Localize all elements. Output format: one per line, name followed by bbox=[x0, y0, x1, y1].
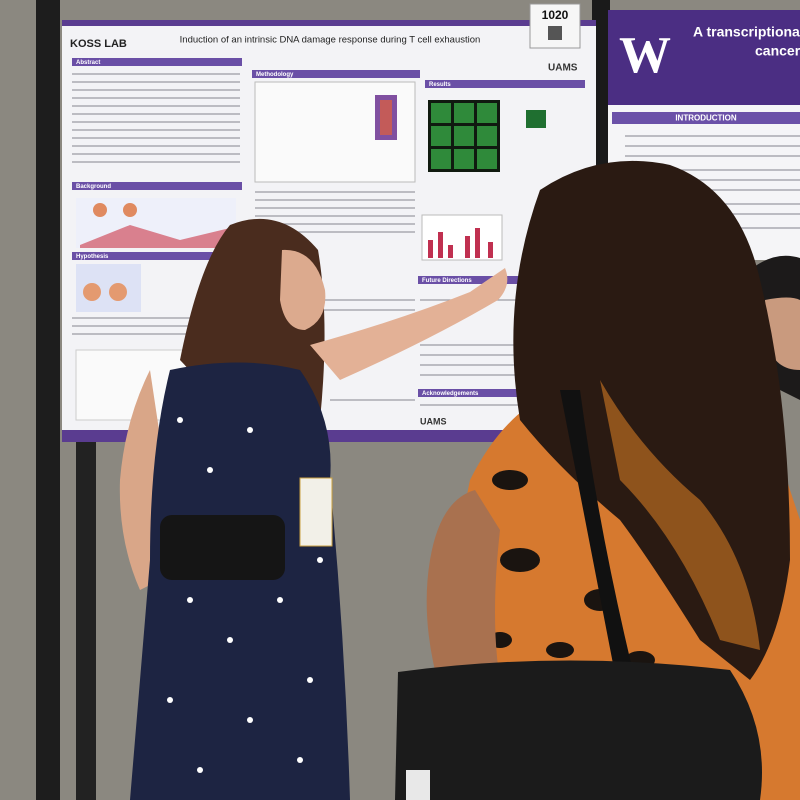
board-number: 1020 bbox=[542, 8, 569, 22]
section-bar bbox=[252, 70, 420, 78]
figure-icon bbox=[123, 203, 137, 217]
heatmap bbox=[380, 100, 392, 135]
person-arm bbox=[426, 490, 500, 690]
bar-figure-bars bbox=[428, 228, 493, 258]
figure-icon bbox=[83, 283, 101, 301]
person-arm bbox=[310, 268, 508, 380]
hair-highlight bbox=[600, 380, 760, 650]
person-face bbox=[280, 249, 326, 330]
dress-pattern bbox=[167, 417, 323, 773]
poster-title: A transcriptional bbox=[693, 24, 800, 40]
footer-logo: UAMS bbox=[420, 416, 447, 426]
section-bar bbox=[72, 58, 242, 66]
microscopy-cells bbox=[431, 103, 497, 169]
uams-logo: UAMS bbox=[548, 63, 578, 74]
waist-bag bbox=[160, 515, 285, 580]
figure-icon bbox=[93, 203, 107, 217]
figure-icon bbox=[109, 283, 127, 301]
poster-title: cancer bbox=[755, 43, 800, 59]
section-header: Future Directions bbox=[422, 278, 472, 284]
pole bbox=[36, 0, 60, 800]
water-bottle bbox=[406, 770, 430, 800]
name-badge bbox=[299, 477, 333, 547]
qr-code bbox=[548, 26, 562, 40]
section-bar bbox=[72, 182, 242, 190]
person-dress bbox=[130, 362, 350, 800]
figure-shape bbox=[80, 225, 230, 248]
figure-panel bbox=[526, 110, 546, 128]
section-header: Abstract bbox=[76, 60, 100, 66]
tote-bag bbox=[395, 660, 762, 800]
bag-strap bbox=[560, 390, 640, 700]
poster-title: Induction of an intrinsic DNA damage res… bbox=[180, 35, 481, 46]
uw-logo: W bbox=[619, 27, 671, 84]
section-header: INTRODUCTION bbox=[675, 114, 737, 123]
poster-band bbox=[62, 20, 596, 26]
section-bar bbox=[612, 112, 800, 124]
poster-header bbox=[608, 10, 800, 105]
section-header: Background bbox=[76, 184, 111, 190]
section-header: Hypothesis bbox=[76, 254, 109, 260]
pole bbox=[76, 440, 96, 800]
section-header: Acknowledgements bbox=[422, 391, 479, 397]
section-header: Methodology bbox=[256, 72, 294, 78]
section-header: Results bbox=[429, 82, 451, 88]
section-bar bbox=[425, 80, 585, 88]
section-bar bbox=[72, 252, 242, 260]
lab-logo: KOSS LAB bbox=[70, 38, 127, 50]
section-bar bbox=[418, 389, 588, 397]
